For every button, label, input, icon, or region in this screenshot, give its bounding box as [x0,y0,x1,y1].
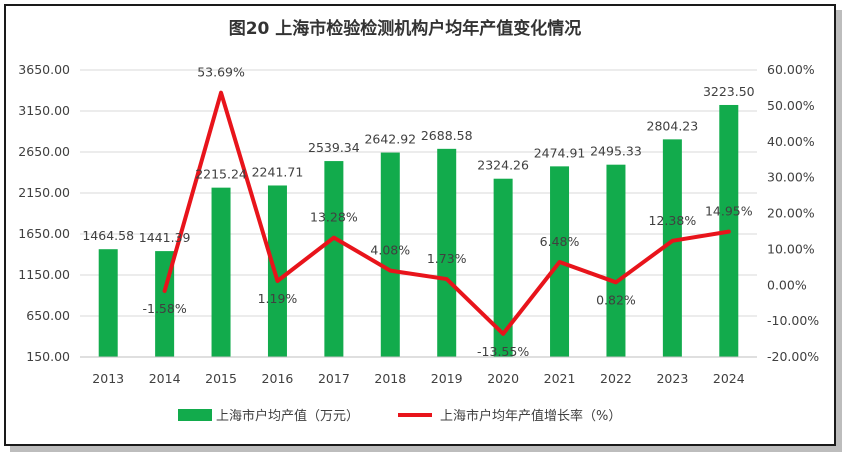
x-tick-label: 2024 [713,371,745,386]
y-right-tick-label: -20.00% [767,349,819,364]
chart-title: 图20 上海市检验检测机构户均年产值变化情况 [229,18,582,39]
legend-label-bar: 上海市户均产值（万元） [216,408,359,424]
gridlines [80,69,757,317]
x-tick-label: 2020 [487,371,519,386]
line-data-label: 1.73% [427,251,467,266]
bar [493,178,513,357]
bar-data-label: 2495.33 [590,144,642,159]
y-left-tick-label: 2650.00 [18,144,70,159]
x-tick-label: 2023 [656,371,688,386]
line-data-label: 53.69% [197,65,245,80]
y-right-tick-label: 0.00% [767,277,807,292]
bar-data-label: 2215.24 [195,167,247,182]
x-tick-label: 2015 [205,371,237,386]
y-left-tick-label: 1650.00 [18,226,70,241]
y-right-tick-label: -10.00% [767,313,819,328]
y-left-tick-label: 650.00 [26,308,70,323]
line-series [162,90,731,336]
y-left-tick-label: 2150.00 [18,185,70,200]
x-tick-label: 2017 [318,371,350,386]
bar [380,152,400,357]
legend: 上海市户均产值（万元） 上海市户均年产值增长率（%） [178,408,621,424]
y-left-tick-label: 1150.00 [18,267,70,282]
bar-data-label: 3223.50 [703,84,755,99]
x-tick-label: 2021 [544,371,576,386]
bar-data-label: 2324.26 [477,158,529,173]
legend-label-line: 上海市户均年产值增长率（%） [440,408,621,424]
line-data-label: -13.55% [477,344,529,359]
y-right-tick-label: 50.00% [767,98,815,113]
line-data-label: 14.95% [705,204,753,219]
y-right-tick-label: 40.00% [767,134,815,149]
y-right-tick-label: 10.00% [767,241,815,256]
x-tick-label: 2014 [149,371,181,386]
x-tick-label: 2013 [92,371,124,386]
line-data-label: -1.58% [143,301,187,316]
legend-swatch-bar [178,409,212,421]
bar [606,164,626,357]
line-data-label: 4.08% [370,243,410,258]
chart-panel [4,4,836,446]
growth-rate-line [162,90,731,336]
y-right-tick-label: 30.00% [767,170,815,185]
axes: 150.00 650.00 1150.00 1650.00 2150.00 2650.00… [18,62,819,386]
y-left-tick-label: 150.00 [26,349,70,364]
bar [324,161,344,357]
x-tick-label: 2022 [600,371,632,386]
line-data-label: 13.28% [310,210,358,225]
bar-data-label: 2241.71 [252,164,304,179]
line-data-label: 1.19% [258,291,298,306]
bar [437,148,457,357]
x-tick-label: 2019 [431,371,463,386]
line-data-label: 6.48% [540,234,580,249]
line-data-label: 12.38% [649,213,697,228]
bar [662,139,682,357]
bar [267,185,287,357]
x-tick-label: 2018 [374,371,406,386]
bar [211,187,231,357]
bar-data-label: 2688.58 [421,128,473,143]
x-tick-label: 2016 [262,371,294,386]
y-left-tick-label: 3150.00 [18,103,70,118]
bar [98,249,118,357]
bar-data-label: 2474.91 [534,145,586,160]
bar-data-label: 2642.92 [364,132,416,147]
bar-data-label: 1464.58 [82,228,134,243]
bar-data-label: 1441.39 [139,230,191,245]
y-right-tick-label: 20.00% [767,206,815,221]
data-labels: 1464.58 1441.39 2215.24 2241.71 2539.34 2642.… [82,65,754,359]
bar-data-label: 2539.34 [308,140,360,155]
y-left-tick-label: 3650.00 [18,62,70,77]
bar-data-label: 2804.23 [647,118,699,133]
line-data-label: 0.82% [596,292,636,307]
y-right-tick-label: 60.00% [767,62,815,77]
bar-series [98,104,739,358]
